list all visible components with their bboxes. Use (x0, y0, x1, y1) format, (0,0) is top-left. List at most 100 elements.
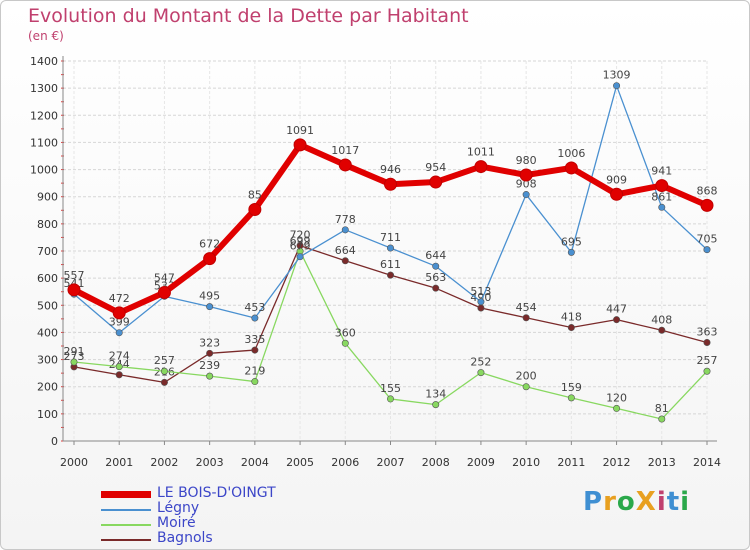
y-tick-label: 0 (51, 435, 58, 448)
data-label: 557 (64, 269, 85, 282)
data-point (522, 191, 530, 199)
legend-swatch (101, 539, 151, 541)
data-label: 1011 (467, 146, 495, 159)
data-point (655, 179, 669, 193)
data-point (703, 246, 711, 254)
data-point (703, 338, 711, 346)
data-label: 547 (154, 272, 175, 285)
data-point (67, 283, 81, 297)
data-label: 454 (516, 301, 537, 314)
x-tick-label: 2006 (331, 456, 359, 469)
data-label: 611 (380, 258, 401, 271)
legend-label: LE BOIS-D'OINGT (157, 485, 276, 501)
data-point (115, 363, 123, 371)
y-tick-label: 100 (37, 408, 58, 421)
y-tick-label: 900 (37, 191, 58, 204)
data-point (160, 367, 168, 375)
data-point (115, 329, 123, 337)
legend-swatch (101, 524, 151, 526)
data-point (477, 304, 485, 312)
data-label: 861 (651, 190, 672, 203)
data-point (341, 226, 349, 234)
data-label: 1006 (557, 147, 585, 160)
x-tick-label: 2007 (377, 456, 405, 469)
data-point (206, 303, 214, 311)
data-point (567, 324, 575, 332)
data-point (248, 202, 262, 216)
x-tick-label: 2013 (648, 456, 676, 469)
y-tick-label: 300 (37, 354, 58, 367)
data-point (206, 349, 214, 357)
data-label: 490 (470, 291, 491, 304)
data-point (429, 175, 443, 189)
data-point (567, 394, 575, 402)
x-tick-label: 2002 (150, 456, 178, 469)
data-label: 291 (64, 345, 85, 358)
data-label: 453 (244, 301, 265, 314)
legend-item: Légny (101, 500, 361, 518)
y-tick-label: 1000 (30, 164, 58, 177)
data-label: 495 (199, 290, 220, 303)
data-point (477, 369, 485, 377)
data-label: 408 (651, 313, 672, 326)
data-label: 699 (290, 234, 311, 247)
x-tick-label: 2011 (557, 456, 585, 469)
data-label: 85 (248, 188, 262, 201)
data-label: 679 (290, 240, 311, 253)
data-point (477, 298, 485, 306)
data-label: 335 (244, 333, 265, 346)
x-tick-label: 2012 (603, 456, 631, 469)
data-label: 778 (335, 213, 356, 226)
x-tick-label: 2004 (241, 456, 269, 469)
data-point (293, 138, 307, 152)
data-point (564, 161, 578, 175)
legend-label: Bagnols (157, 530, 213, 546)
data-point (613, 404, 621, 412)
data-label: 155 (380, 382, 401, 395)
legend-swatch (101, 491, 151, 498)
data-label: 644 (425, 249, 446, 262)
x-tick-label: 2005 (286, 456, 314, 469)
logo-letter: X (635, 487, 657, 517)
data-label: 252 (470, 356, 491, 369)
y-tick-label: 500 (37, 299, 58, 312)
data-point (386, 244, 394, 252)
data-point (206, 372, 214, 380)
x-tick-label: 2010 (512, 456, 540, 469)
data-label: 81 (655, 402, 669, 415)
data-label: 399 (109, 316, 130, 329)
legend-item: Moiré (101, 515, 361, 533)
data-label: 447 (606, 303, 627, 316)
data-label: 1309 (603, 69, 631, 82)
data-point (341, 257, 349, 265)
data-label: 664 (335, 244, 356, 257)
data-label: 219 (244, 365, 265, 378)
data-label: 257 (697, 354, 718, 367)
data-label: 239 (199, 359, 220, 372)
data-point (115, 371, 123, 379)
data-point (613, 316, 621, 324)
data-label: 159 (561, 381, 582, 394)
y-tick-label: 1400 (30, 55, 58, 68)
data-point (610, 187, 624, 201)
data-label: 273 (64, 350, 85, 363)
x-tick-label: 2000 (60, 456, 88, 469)
y-tick-label: 200 (37, 381, 58, 394)
data-label: 200 (516, 370, 537, 383)
data-label: 980 (516, 154, 537, 167)
legend-label: Moiré (157, 515, 196, 531)
legend-item: Bagnols (101, 530, 361, 548)
data-point (341, 339, 349, 347)
data-label: 908 (516, 178, 537, 191)
y-tick-label: 800 (37, 218, 58, 231)
data-label: 672 (199, 238, 220, 251)
logo-letter: t (666, 487, 681, 517)
data-label: 909 (606, 173, 627, 186)
data-point (251, 314, 259, 322)
data-point (296, 253, 304, 261)
data-label: 941 (651, 165, 672, 178)
data-point (432, 401, 440, 409)
data-label: 705 (697, 233, 718, 246)
